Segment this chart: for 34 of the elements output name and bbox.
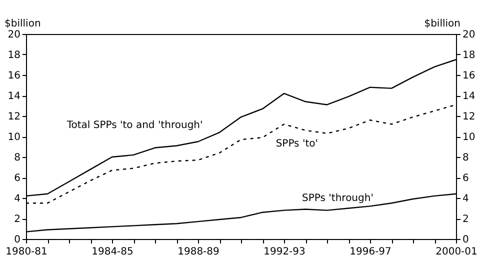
y2-axis-title: $billion (424, 18, 460, 30)
y-tick-label: 12 (8, 112, 20, 122)
y2-tick-label: 2 (462, 214, 469, 225)
y2-tick-label: 0 (462, 234, 469, 246)
y2-tick-label: 14 (462, 91, 476, 102)
x-tick-label: 2000-01 (436, 246, 478, 258)
y-tick-label: 4 (14, 194, 20, 204)
y-tick-label: 0 (14, 234, 20, 246)
y-tick-label: 2 (14, 214, 20, 225)
y-tick-label: 10 (8, 132, 20, 143)
y2-tick-label: 8 (462, 152, 469, 164)
series-label: Total SPPs 'to and 'through' (66, 120, 203, 132)
x-tick-label: 1988-89 (178, 246, 220, 258)
x-tick-label: 1996-97 (350, 246, 392, 258)
x-tick-label: 1980-81 (6, 246, 48, 258)
x-tick-label: 1984-85 (92, 246, 134, 258)
line-series (25, 193, 457, 232)
y-tick-label: 20 (8, 30, 20, 40)
y-tick-label: 16 (8, 70, 20, 82)
series-label: SPPs 'to' (276, 138, 318, 150)
y2-tick-label: 4 (462, 194, 469, 204)
y2-tick-label: 18 (462, 50, 476, 61)
y-tick-label: 6 (14, 173, 20, 184)
y-tick-label: 14 (8, 91, 20, 102)
y2-tick-label: 6 (462, 173, 469, 184)
y2-tick-label: 20 (462, 30, 476, 40)
y2-tick-label: 16 (462, 70, 476, 82)
series-label: SPPs 'through' (302, 193, 374, 204)
y-axis-title: $billion (4, 18, 41, 30)
x-tick-label: 1992-93 (264, 246, 306, 258)
y-tick-label: 8 (14, 152, 20, 164)
y2-tick-label: 12 (462, 112, 476, 122)
y-tick-label: 18 (8, 50, 20, 61)
y2-tick-label: 10 (462, 132, 476, 143)
